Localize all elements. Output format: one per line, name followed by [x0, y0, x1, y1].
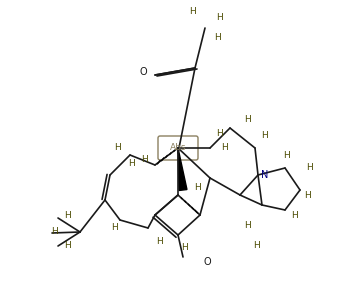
Text: H: H [215, 33, 221, 42]
Polygon shape [178, 148, 187, 190]
Text: H: H [129, 158, 135, 167]
Text: H: H [217, 13, 223, 22]
Text: H: H [305, 190, 311, 199]
Text: H: H [52, 228, 58, 237]
Text: H: H [156, 237, 163, 246]
Text: H: H [195, 184, 201, 193]
Text: H: H [291, 210, 298, 219]
Text: Abs: Abs [170, 144, 186, 152]
Text: N: N [261, 170, 268, 180]
Text: O: O [139, 67, 147, 77]
Text: H: H [112, 223, 118, 233]
Text: H: H [262, 130, 268, 140]
Text: H: H [245, 220, 251, 230]
Text: H: H [307, 164, 313, 173]
Text: H: H [245, 115, 251, 124]
Text: H: H [254, 240, 260, 249]
Text: H: H [189, 7, 196, 16]
Text: H: H [181, 242, 188, 251]
Text: H: H [142, 155, 149, 164]
Text: H: H [115, 144, 121, 152]
FancyBboxPatch shape [158, 136, 198, 160]
Text: H: H [217, 129, 223, 138]
Text: O: O [203, 257, 211, 267]
Text: H: H [283, 150, 290, 159]
Text: H: H [222, 144, 228, 152]
Text: H: H [65, 240, 71, 249]
Text: H: H [65, 210, 71, 219]
